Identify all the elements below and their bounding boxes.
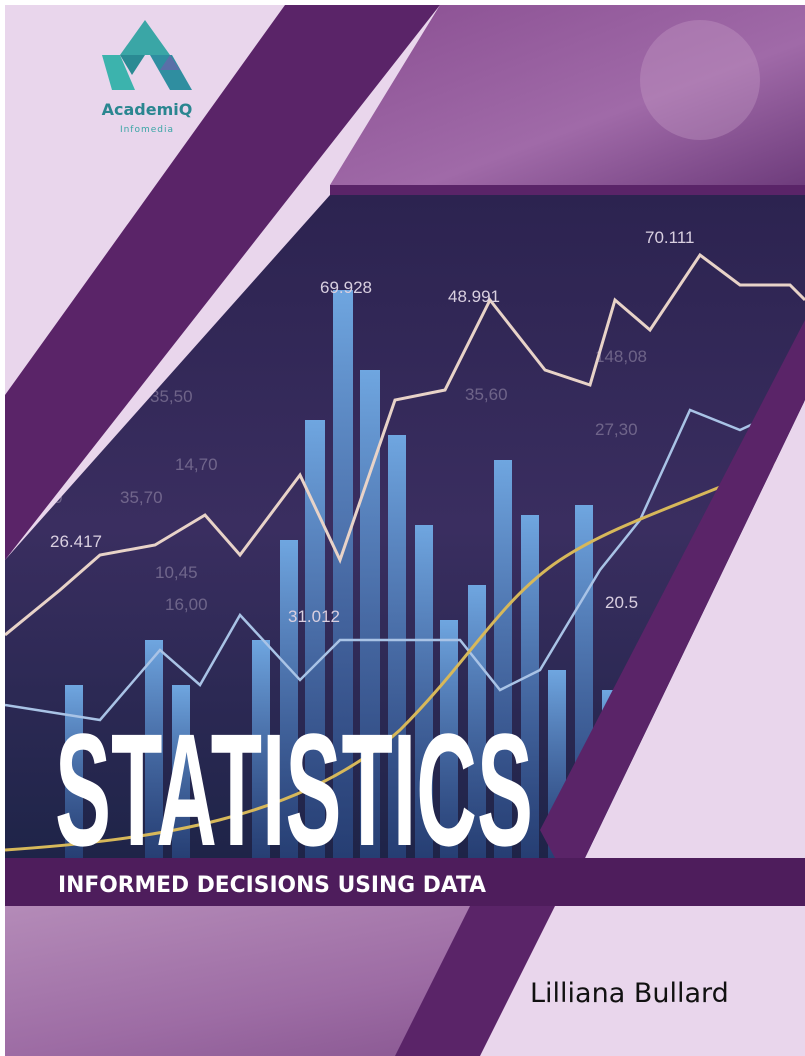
- photo-label: 148,08: [595, 347, 647, 366]
- book-cover: 70.11169.92848.99126.41731.01220.53.7723…: [0, 0, 805, 1056]
- photo-blur: [640, 20, 760, 140]
- logo-name: AcademiQ: [102, 100, 193, 119]
- photo-label: 27,30: [595, 420, 638, 439]
- photo-label: 26.417: [50, 532, 102, 551]
- logo-subtitle: Infomedia: [120, 125, 174, 135]
- photo-label: 20.5: [605, 593, 638, 612]
- photo-label: 69.928: [320, 278, 372, 297]
- page: 70.11169.92848.99126.41731.01220.53.7723…: [0, 0, 805, 1056]
- author: Lilliana Bullard: [530, 978, 729, 1009]
- photo-label: 48.991: [448, 287, 500, 306]
- photo-label: 35,60: [465, 385, 508, 404]
- photo-label: 70.111: [645, 228, 694, 247]
- title: STATISTICS: [55, 700, 533, 879]
- photo-label: 16,00: [165, 595, 208, 614]
- photo-label: 10,45: [155, 563, 198, 582]
- photo-label: 35,70: [120, 488, 163, 507]
- photo-label: 14,70: [175, 455, 218, 474]
- subtitle: INFORMED DECISIONS USING DATA: [58, 873, 486, 898]
- photo-label: 31.012: [288, 607, 340, 626]
